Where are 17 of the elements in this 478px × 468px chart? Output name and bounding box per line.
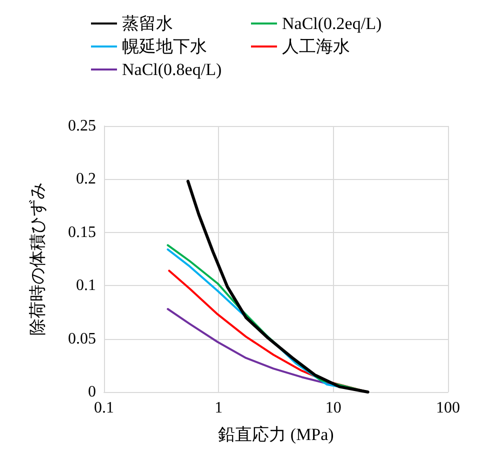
legend-label: 人工海水 [282,37,350,56]
y-axis-title: 除荷時の体積ひずみ [28,182,47,336]
y-tick-label: 0.05 [68,330,96,348]
legend-label: NaCl(0.8eq/L) [122,60,222,79]
y-tick-label: 0.25 [68,118,96,134]
x-tick-label: 1 [214,400,223,416]
y-tick-label: 0.15 [68,224,96,241]
y-tick-label: 0 [88,384,96,400]
x-axis-title: 鉛直応力 (MPa) [218,425,334,444]
legend-label: 幌延地下水 [122,37,207,56]
x-tick-label: 0.1 [94,400,114,416]
y-tick-label: 0.1 [76,277,96,294]
y-tick-label: 0.2 [76,170,96,188]
x-tick-label: 10 [325,400,342,416]
legend-label: 蒸留水 [122,14,173,33]
legend-label: NaCl(0.2eq/L) [282,14,382,33]
x-tick-label: 100 [436,400,460,416]
